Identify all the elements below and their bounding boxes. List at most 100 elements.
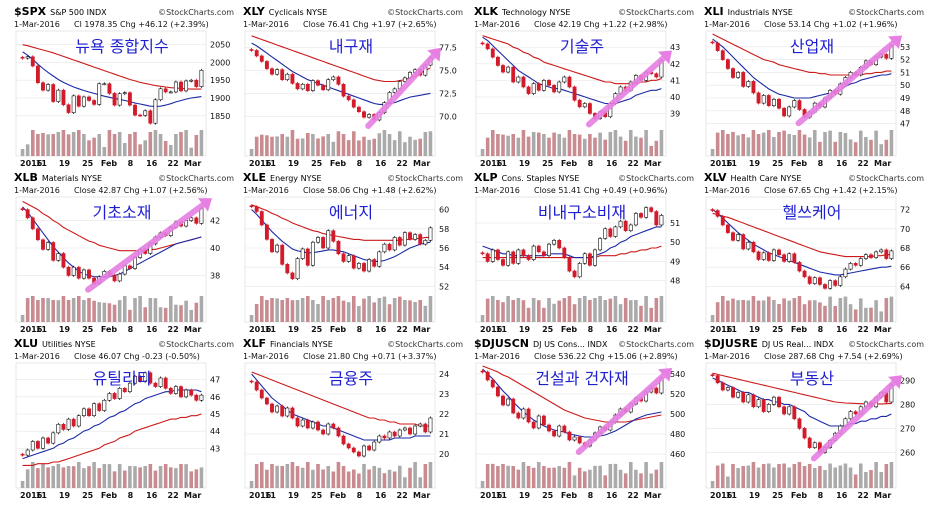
candle-body (720, 50, 725, 60)
candle-body (194, 79, 199, 87)
candle-body (189, 79, 194, 82)
volume-bar (889, 462, 894, 488)
candle-body (30, 56, 35, 67)
volume-bar (148, 132, 153, 156)
x-tick-label: 22 (628, 325, 639, 334)
volume-bar (82, 468, 86, 488)
candle-body (392, 88, 397, 93)
volume-bar (194, 135, 199, 156)
candle-body (102, 83, 107, 86)
candle-body (331, 76, 336, 81)
volume-bar (362, 464, 366, 488)
volume-bar (884, 464, 889, 488)
volume-bar (547, 137, 551, 156)
volume-bar (603, 475, 608, 488)
chart-date: 1-Mar-2016 (474, 352, 520, 361)
volume-bar (285, 298, 290, 322)
chart-exchange: NYSE (81, 174, 102, 183)
volume-bar (772, 467, 776, 488)
volume-bar (117, 464, 122, 488)
volume-bar (833, 306, 838, 322)
y-tick-label: 43 (210, 444, 220, 453)
candle-body (884, 249, 889, 259)
candle-body (490, 48, 495, 58)
volume-bar (66, 300, 71, 322)
volume-bar (423, 305, 428, 322)
chart-name: Materials NYSE (42, 174, 102, 183)
volume-bar (41, 133, 45, 156)
volume-bar (275, 298, 279, 322)
candle-body (87, 96, 91, 101)
candle-body (567, 257, 572, 272)
candle-body (61, 89, 66, 106)
volume-bar (557, 300, 562, 322)
volume-bar (659, 296, 664, 322)
source-credit: ©StockCharts.com (618, 174, 694, 183)
candle-body (506, 66, 511, 73)
volume-bar (613, 296, 618, 322)
candle-body (516, 76, 521, 83)
candle-body (61, 423, 66, 430)
volume-bar (536, 300, 541, 322)
x-tick-label: Feb (791, 491, 808, 500)
volume-bar (36, 468, 40, 488)
candle-body (490, 249, 495, 262)
candle-body (382, 243, 387, 253)
volume-bar (818, 141, 822, 156)
trend-arrow (586, 53, 669, 128)
x-tick-label: 22 (168, 325, 179, 334)
x-tick-label: 25 (772, 325, 784, 334)
candle-body (173, 81, 178, 93)
volume-bar (403, 142, 407, 156)
volume-bar (270, 136, 274, 156)
candle-body (593, 249, 597, 266)
candle-body (179, 386, 183, 398)
volume-bar (552, 303, 556, 322)
chart-svg: $SPX S&P 500 INDX ©StockCharts.com 1-Mar-20… (14, 5, 234, 168)
volume-bar (766, 296, 771, 322)
x-tick-label: Feb (561, 159, 578, 168)
volume-bar (720, 296, 725, 322)
candle-body (526, 86, 531, 94)
volume-bar (46, 467, 50, 488)
volume-bar (598, 296, 602, 322)
volume-bar (864, 137, 868, 156)
x-tick-label: 2016 (20, 491, 43, 500)
trend-arrow (365, 51, 438, 129)
volume-bar (506, 135, 510, 156)
volume-bar (726, 300, 730, 322)
x-tick-label: 8 (357, 325, 363, 334)
volume-bar (496, 300, 500, 322)
chart-quote: Close 46.07 Chg -0.23 (-0.50%) (74, 352, 200, 361)
volume-bar (199, 296, 204, 322)
candle-body (76, 415, 81, 427)
chart-symbol: XLK (474, 5, 498, 18)
candle-body (310, 241, 315, 266)
candle-body (295, 83, 300, 90)
volume-bar (720, 130, 725, 156)
candle-body (536, 245, 541, 253)
volume-bar (30, 462, 35, 488)
candle-body (290, 407, 295, 419)
volume-bar (36, 300, 40, 322)
candle-body (254, 381, 259, 391)
volume-bar (582, 471, 587, 488)
volume-bar (367, 139, 371, 156)
chart-exchange: NYSE (75, 340, 96, 349)
candle-body (127, 265, 132, 269)
candle-body (107, 393, 112, 401)
volume-bar (659, 462, 664, 488)
y-tick-label: 280 (900, 400, 915, 409)
candle-body (485, 43, 490, 50)
volume-bar (97, 302, 102, 322)
y-tick-label: 50 (670, 238, 680, 247)
volume-bar (112, 471, 117, 488)
volume-bar (751, 462, 756, 488)
volume-bar (802, 304, 807, 322)
volume-bar (588, 300, 592, 322)
candle-body (557, 425, 562, 437)
volume-bar (249, 315, 254, 322)
chart-panel-xlf: XLF Financials NYSE ©StockCharts.com 1-Mar-… (241, 336, 467, 501)
volume-bar (168, 145, 173, 156)
chart-date: 1-Mar-2016 (474, 186, 520, 195)
